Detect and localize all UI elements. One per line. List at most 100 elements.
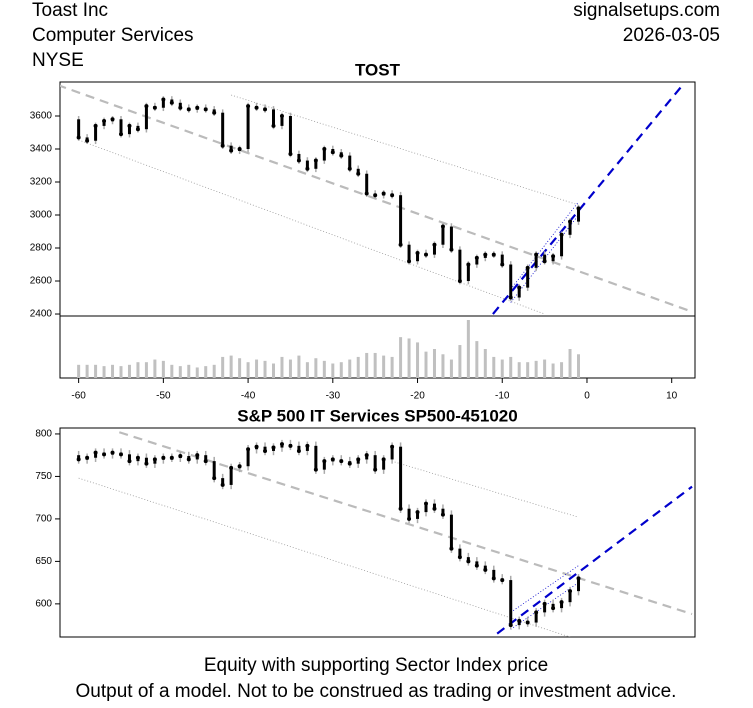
candle-body xyxy=(305,445,309,451)
close-dot xyxy=(203,107,208,112)
y-tick-label: 2400 xyxy=(30,309,53,320)
close-dot xyxy=(296,448,301,453)
close-dot xyxy=(559,232,564,237)
candle-body xyxy=(102,120,106,126)
trend-line xyxy=(510,201,579,290)
candle-body xyxy=(466,264,470,282)
footer-line: Output of a model. Not to be construed a… xyxy=(76,681,677,702)
candle-body xyxy=(77,455,81,460)
close-dot xyxy=(432,506,437,511)
candle-body xyxy=(399,446,403,509)
y-tick-label: 3000 xyxy=(30,210,53,221)
candle-body xyxy=(551,603,555,609)
volume-bar xyxy=(153,359,157,378)
close-dot xyxy=(271,445,276,450)
close-dot xyxy=(356,171,361,176)
close-dot xyxy=(161,455,166,460)
close-dot xyxy=(186,107,191,112)
candle-body xyxy=(144,106,148,130)
close-dot xyxy=(288,443,293,448)
close-dot xyxy=(246,104,251,109)
close-dot xyxy=(102,118,107,123)
close-dot xyxy=(313,467,318,472)
volume-bar xyxy=(229,355,233,378)
volume-bar xyxy=(458,345,462,378)
close-dot xyxy=(449,247,454,252)
candle-body xyxy=(560,602,564,609)
volume-bar xyxy=(390,356,394,378)
sector: Computer Services xyxy=(32,25,194,46)
volume-bar xyxy=(534,360,538,378)
candle-body xyxy=(272,109,276,126)
candle-body xyxy=(178,102,182,108)
candle-body xyxy=(424,503,428,513)
candle-body xyxy=(407,508,411,519)
candle-body xyxy=(577,208,581,222)
volume-bar xyxy=(170,364,174,378)
site: signalsetups.com xyxy=(573,0,720,21)
candle-body xyxy=(416,252,420,262)
close-dot xyxy=(398,506,403,511)
volume-bar xyxy=(204,366,208,378)
volume-bar xyxy=(187,364,191,378)
y-tick-label: 750 xyxy=(35,471,52,482)
close-dot xyxy=(483,252,488,257)
candle-body xyxy=(212,461,216,479)
volume-bar xyxy=(161,360,165,378)
candle-body xyxy=(517,620,521,626)
close-dot xyxy=(407,516,412,521)
y-tick-label: 3400 xyxy=(30,144,53,155)
candle-body xyxy=(144,457,148,464)
close-dot xyxy=(551,254,556,259)
candle-body xyxy=(543,603,547,613)
volume-bar xyxy=(238,358,242,378)
candle-body xyxy=(416,512,420,519)
close-dot xyxy=(381,191,386,196)
y-tick-label: 800 xyxy=(35,429,52,440)
volume-bar xyxy=(178,366,182,378)
candle-body xyxy=(551,256,555,262)
close-dot xyxy=(474,255,479,260)
close-dot xyxy=(534,610,539,615)
close-dot xyxy=(152,457,157,462)
close-dot xyxy=(525,620,530,625)
close-dot xyxy=(76,457,81,462)
close-dot xyxy=(203,459,208,464)
volume-bar xyxy=(526,362,530,378)
close-dot xyxy=(229,465,234,470)
candle-body xyxy=(119,119,123,135)
candle-body xyxy=(127,125,131,135)
close-dot xyxy=(364,453,369,458)
footer-line: Equity with supporting Sector Index pric… xyxy=(204,655,548,676)
close-dot xyxy=(339,153,344,158)
close-dot xyxy=(322,146,327,151)
y-tick-label: 700 xyxy=(35,514,52,525)
volume-bar xyxy=(517,362,521,378)
candle-body xyxy=(263,446,267,451)
close-dot xyxy=(440,512,445,517)
close-dot xyxy=(76,135,81,140)
candle-body xyxy=(288,115,292,154)
exchange: NYSE xyxy=(32,50,84,71)
candle-body xyxy=(449,514,453,549)
volume-bar xyxy=(551,363,555,378)
candle-body xyxy=(77,119,81,138)
close-dot xyxy=(347,461,352,466)
x-tick-label: 10 xyxy=(666,391,678,402)
close-dot xyxy=(254,105,259,110)
volume-bar xyxy=(127,364,131,378)
volume-bar xyxy=(500,359,504,378)
candle-body xyxy=(246,449,250,467)
close-dot xyxy=(457,555,462,560)
candle-body xyxy=(356,168,360,174)
close-dot xyxy=(195,453,200,458)
candle-body xyxy=(246,106,250,149)
chart-title: TOST xyxy=(355,60,401,79)
volume-bar xyxy=(94,364,98,378)
candle-body xyxy=(365,173,369,194)
close-dot xyxy=(212,110,217,115)
close-dot xyxy=(212,476,217,481)
close-dot xyxy=(271,123,276,128)
candle-body xyxy=(229,145,233,151)
candle-body xyxy=(517,287,521,298)
